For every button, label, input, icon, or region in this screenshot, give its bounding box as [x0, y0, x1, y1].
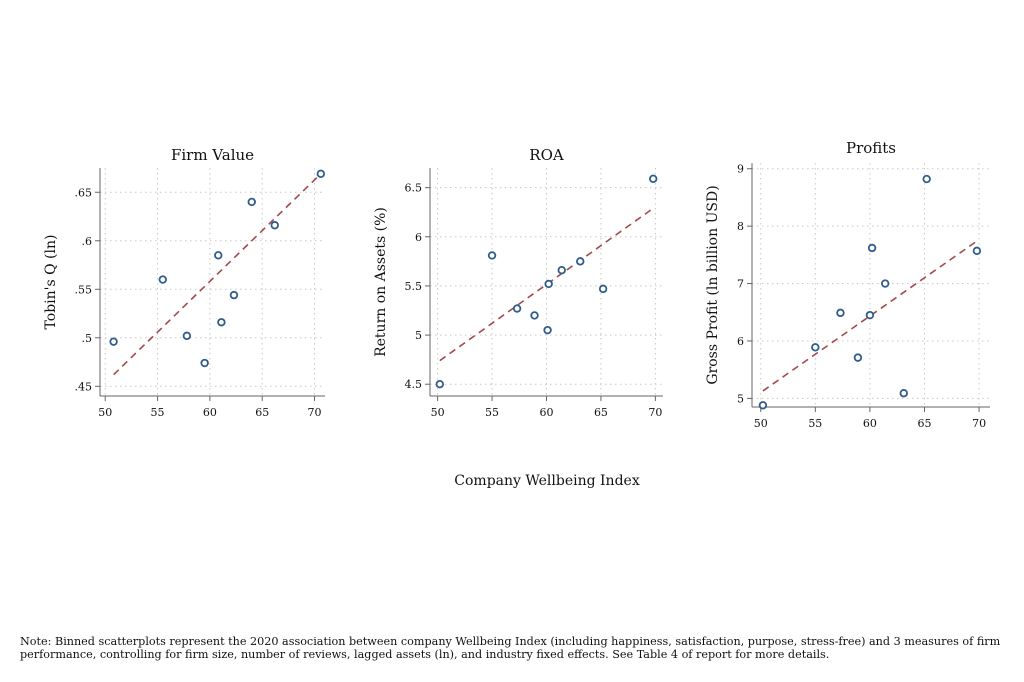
panel-title: Profits: [846, 139, 896, 157]
gridlines: [100, 168, 325, 396]
x-tick-label: 65: [255, 406, 269, 419]
fit-line: [439, 207, 654, 362]
data-point: [922, 174, 931, 184]
y-axis-label: Tobin's Q (ln): [43, 235, 59, 330]
data-point: [543, 325, 552, 335]
data-point: [557, 266, 566, 275]
data-point: [576, 257, 585, 266]
x-tick-label: 70: [648, 406, 662, 419]
figure-note: Note: Binned scatterplots represent the …: [20, 635, 1001, 661]
y-tick-label: 5.5: [405, 280, 423, 293]
fit-line: [762, 240, 978, 392]
y-tick-label: 6.5: [405, 182, 423, 195]
data-point: [836, 308, 845, 318]
data-point: [867, 243, 877, 253]
data-point: [200, 358, 209, 368]
y-tick-label: 6: [415, 231, 422, 244]
chart-panel-roa: 50 55 60 65 70 4.5 5 5.5 6 6.5 ROA Return on Assets…: [373, 146, 663, 419]
data-point: [512, 304, 522, 313]
x-tick-label: 70: [308, 406, 322, 419]
y-axis-label: Return on Assets (%): [373, 207, 389, 357]
data-point: [435, 380, 444, 389]
y-tick-label: 5: [415, 329, 422, 342]
data-point: [530, 311, 539, 320]
data-point: [649, 174, 658, 184]
data-point: [972, 246, 982, 256]
data-point: [853, 353, 863, 362]
y-tick-label: 7: [737, 278, 744, 291]
data-point: [109, 337, 118, 346]
chart-panel-profits: 50 55 60 65 70 5 6 7 8 9 Profits Gross Profit (ln b…: [705, 139, 990, 430]
panel-title: Firm Value: [171, 146, 254, 164]
data-point: [229, 290, 239, 300]
x-tick-label: 70: [972, 417, 986, 430]
x-tick-label: 65: [594, 406, 608, 419]
x-tick-label: 60: [203, 406, 217, 419]
y-tick-label: .65: [75, 186, 93, 199]
chart-panel-firm-value: 50 55 60 65 70 .45 .5 .55 .6 .65 Firm Value Tobin's…: [43, 146, 326, 419]
data-point: [158, 275, 167, 284]
x-tick-label: 55: [808, 417, 822, 430]
data-point: [544, 279, 553, 289]
data-point: [811, 343, 820, 352]
data-point: [865, 310, 875, 320]
x-tick-label: 55: [151, 406, 165, 419]
y-tick-label: 5: [737, 392, 744, 405]
y-tick-label: 8: [737, 220, 744, 233]
x-tick-label: 50: [98, 406, 112, 419]
y-tick-label: .6: [82, 235, 93, 248]
data-point: [316, 169, 326, 179]
data-point: [598, 284, 608, 294]
data-point: [217, 318, 226, 327]
x-tick-label: 65: [917, 417, 931, 430]
data-point: [247, 197, 256, 207]
x-tick-label: 60: [863, 417, 877, 430]
y-tick-label: .5: [82, 332, 93, 345]
y-tick-label: 6: [737, 335, 744, 348]
data-point: [758, 401, 768, 410]
data-point: [270, 221, 279, 230]
x-tick-label: 55: [485, 406, 499, 419]
data-point: [487, 251, 497, 260]
gridlines: [752, 163, 990, 407]
x-tick-label: 50: [754, 417, 768, 430]
shared-x-axis-label: Company Wellbeing Index: [454, 473, 640, 489]
x-tick-label: 50: [431, 406, 445, 419]
data-point: [880, 279, 890, 288]
y-tick-label: .45: [75, 380, 93, 393]
data-point: [899, 389, 908, 398]
data-point: [182, 331, 192, 341]
fit-line: [113, 173, 322, 376]
data-point: [214, 251, 223, 260]
y-tick-label: 9: [737, 163, 744, 176]
panel-title: ROA: [529, 146, 564, 164]
x-tick-label: 60: [540, 406, 554, 419]
y-axis-label: Gross Profit (ln billion USD): [705, 185, 721, 384]
y-tick-label: 4.5: [405, 378, 423, 391]
y-tick-label: .55: [75, 283, 93, 296]
